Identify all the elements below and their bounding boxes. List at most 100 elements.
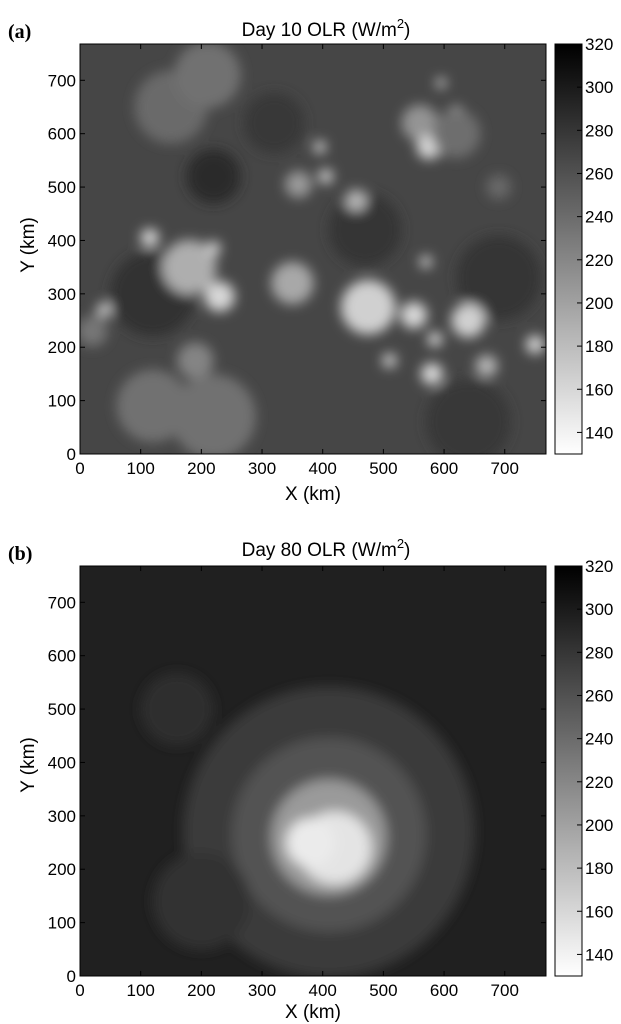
y-tick-label: 500: [48, 700, 76, 719]
panel-label-b: (b): [8, 543, 32, 565]
colorbar-tick-label: 320: [585, 35, 613, 54]
heatmap-cloud-feature: [313, 140, 326, 154]
heatmap-dark-region: [456, 235, 542, 321]
x-tick-label: 500: [369, 459, 397, 478]
colorbar-tick-label: 300: [585, 600, 613, 619]
x-tick-label: 300: [248, 981, 276, 1000]
heatmap-dark-region: [328, 193, 402, 267]
panel-b-ylabel: Y (km): [18, 737, 39, 793]
heatmap-dark-region: [243, 92, 305, 154]
heatmap-cloud-feature: [427, 331, 443, 347]
heatmap-cloud-feature: [80, 316, 108, 347]
heatmap-cloud-feature: [286, 818, 335, 867]
x-tick-label: 100: [126, 459, 154, 478]
heatmap-cloud-feature: [206, 241, 221, 256]
heatmap-cloud-feature: [436, 78, 446, 88]
heatmap-cloud-feature: [401, 104, 438, 142]
y-tick-label: 400: [48, 753, 76, 772]
x-tick-label: 0: [75, 981, 84, 1000]
colorbar-tick-label: 200: [585, 294, 613, 313]
y-tick-label: 200: [48, 338, 76, 357]
colorbar: [554, 565, 583, 977]
colorbar-tick-label: 260: [585, 686, 613, 705]
y-tick-label: 500: [48, 178, 76, 197]
heatmap-cloud-feature: [96, 302, 112, 318]
colorbar-tick-label: 260: [585, 164, 613, 183]
x-tick-label: 600: [430, 981, 458, 1000]
y-tick-label: 700: [48, 593, 76, 612]
colorbar-tick-label: 280: [585, 121, 613, 140]
y-tick-label: 300: [48, 285, 76, 304]
panel-a-title-sup: 2: [397, 16, 404, 31]
panel-b-plot-area: 0 100 200 300 400 500 600 700 0 100 200 300 400 500 60…: [48, 557, 614, 1000]
heatmap-cloud-feature: [177, 342, 214, 379]
colorbar-tick-label: 220: [585, 773, 613, 792]
colorbar-tick-label: 300: [585, 78, 613, 97]
x-tick-label: 700: [491, 459, 519, 478]
colorbar-tick-label: 240: [585, 730, 613, 749]
heatmap-field: [80, 44, 545, 454]
panel-b: (b) Day 80 OLR (W/m2) 0 100 200 300 400 500 60…: [8, 536, 613, 1023]
x-tick-label: 600: [430, 459, 458, 478]
colorbar-tick-label: 180: [585, 859, 613, 878]
x-tick-label: 400: [309, 459, 337, 478]
y-tick-label: 400: [48, 231, 76, 250]
colorbar-tick-label: 180: [585, 337, 613, 356]
heatmap-field: [140, 672, 475, 976]
heatmap-cloud-feature: [116, 369, 190, 443]
colorbar-tick-label: 140: [585, 423, 613, 442]
heatmap-cloud-feature: [140, 228, 159, 247]
heatmap-cloud-feature: [451, 303, 486, 338]
heatmap-dark-region: [425, 379, 511, 454]
y-tick-label: 0: [67, 967, 76, 986]
y-tick-label: 0: [67, 445, 76, 464]
plot-frame: [79, 565, 547, 977]
x-tick-label: 200: [187, 459, 215, 478]
y-tick-label: 700: [48, 71, 76, 90]
x-tick-label: 700: [491, 981, 519, 1000]
colorbar-tick-label: 220: [585, 251, 613, 270]
panel-a-title-main: Day 10 OLR (W/m: [242, 20, 397, 41]
x-tick-label: 100: [126, 981, 154, 1000]
panel-a-title: Day 10 OLR (W/m2): [242, 16, 411, 41]
heatmap-cloud-feature: [171, 374, 256, 454]
heatmap-cloud-feature: [400, 301, 428, 329]
panel-a-ylabel: Y (km): [18, 217, 39, 273]
plot-frame: [79, 43, 547, 455]
panel-a-title-end: ): [404, 20, 410, 41]
panel-label-a: (a): [8, 21, 31, 43]
x-tick-label: 400: [309, 981, 337, 1000]
heatmap-cloud-feature: [161, 239, 217, 295]
y-tick-label: 600: [48, 647, 76, 666]
panel-b-xlabel: X (km): [285, 1002, 341, 1023]
panel-a-plot-area: 0 100 200 300 400 500 600 700 0 100 200 300 400 500 60…: [48, 35, 614, 478]
y-tick-label: 100: [48, 914, 76, 933]
heatmap-cloud-feature: [475, 354, 498, 377]
y-tick-label: 200: [48, 860, 76, 879]
heatmap-cloud-feature: [285, 171, 312, 198]
x-tick-label: 500: [369, 981, 397, 1000]
heatmap-cloud-feature: [174, 44, 241, 109]
heatmap-cloud-feature: [345, 189, 368, 212]
panel-b-title-end: ): [404, 540, 410, 561]
heatmap-cloud-feature: [421, 363, 443, 385]
colorbar-tick-label: 240: [585, 208, 613, 227]
heatmap-cloud-feature: [271, 261, 314, 305]
colorbar-tick-label: 320: [585, 557, 613, 576]
x-tick-label: 0: [75, 459, 84, 478]
y-tick-label: 600: [48, 125, 76, 144]
x-tick-label: 300: [248, 459, 276, 478]
heatmap-cloud-feature: [340, 279, 396, 335]
heatmap-cloud-feature: [204, 281, 235, 312]
y-tick-label: 100: [48, 392, 76, 411]
heatmap-cloud-feature: [486, 174, 511, 200]
colorbar-tick-label: 200: [585, 816, 613, 835]
heatmap-cloud-feature: [140, 672, 214, 746]
heatmap-dark-region: [186, 149, 241, 204]
panel-a-xlabel: X (km): [285, 484, 341, 505]
heatmap-cloud-feature: [419, 255, 432, 268]
colorbar-tick-label: 280: [585, 643, 613, 662]
heatmap-cloud-feature: [318, 169, 334, 184]
heatmap-cloud-feature: [152, 852, 250, 950]
